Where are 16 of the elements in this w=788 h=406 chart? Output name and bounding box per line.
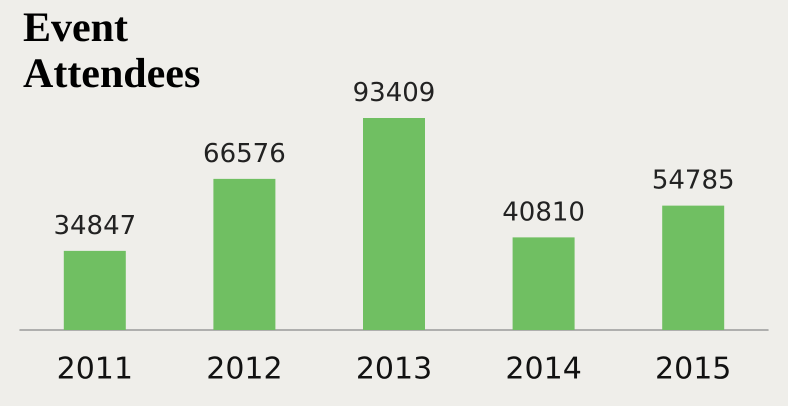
x-tick-label: 2012 [206, 352, 283, 386]
x-tick-label: 2011 [56, 352, 133, 386]
bar [213, 178, 276, 330]
data-label: 54785 [652, 166, 735, 196]
data-label: 93409 [352, 78, 436, 108]
data-label: 40810 [502, 197, 585, 228]
bar [64, 250, 126, 330]
data-label: 34847 [53, 210, 136, 241]
x-tick-label: 2014 [505, 352, 582, 386]
bar [662, 206, 724, 330]
bar [512, 237, 575, 330]
data-label: 66576 [203, 138, 286, 169]
x-tick-label: 2013 [356, 352, 432, 386]
x-tick-label: 2015 [655, 352, 732, 386]
chart-title: Event Attendees [23, 5, 200, 97]
bar [363, 118, 425, 330]
